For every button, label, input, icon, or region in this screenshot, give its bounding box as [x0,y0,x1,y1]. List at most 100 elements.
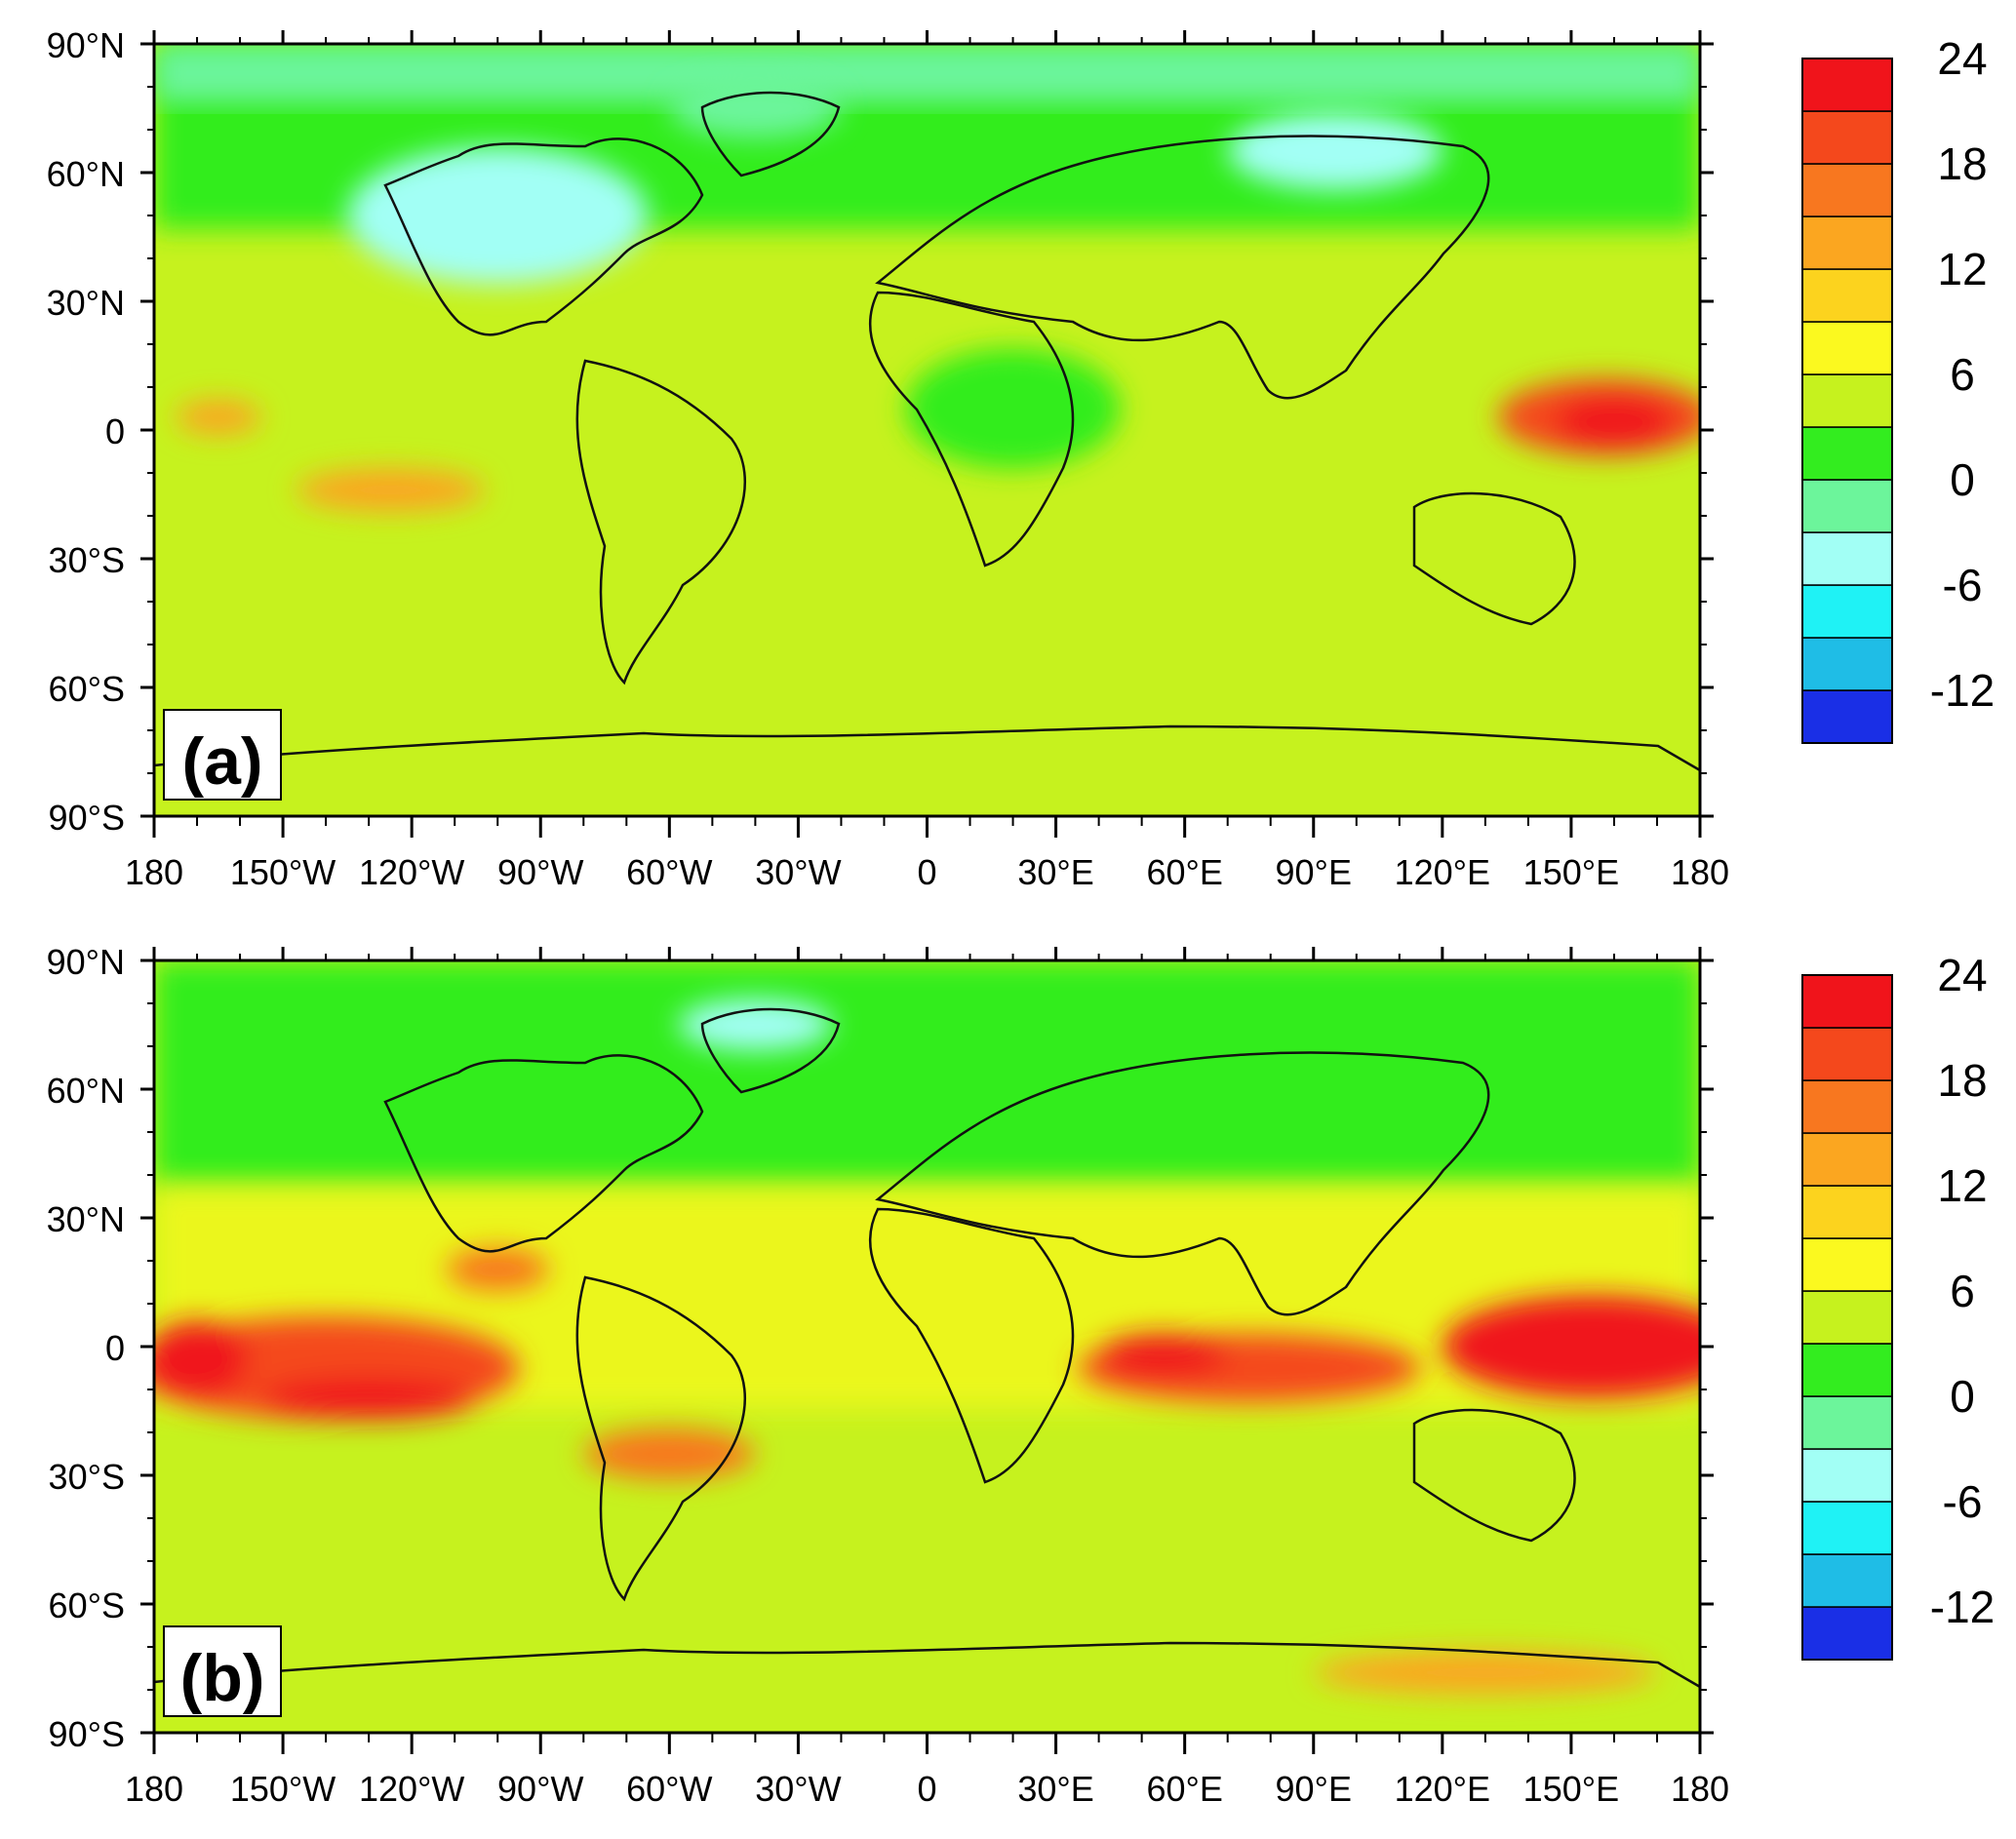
lon-label: 90°W [497,1769,583,1809]
lon-label: 150°W [230,852,336,892]
anomaly-region-b-3 [1442,1295,1700,1398]
colorbar-swatch [1801,1290,1893,1345]
anomaly-region-a-6 [669,78,842,138]
anomaly-region-a-5 [1227,112,1443,190]
anomaly-region-a-1 [1554,395,1675,448]
colorbar-swatch [1801,215,1893,270]
colorbar-swatch [1801,1132,1893,1187]
colorbar-tick-label: 0 [1950,1371,1975,1422]
colorbar-swatch [1801,974,1893,1029]
colorbar-swatch [1801,1237,1893,1292]
lon-label: 90°W [497,852,583,892]
lat-label: 30°S [49,540,125,580]
lat-label: 30°N [47,1199,125,1239]
lon-label: 60°W [626,1769,712,1809]
anomaly-region-b-6 [446,1247,550,1291]
coastlines-a [154,91,1700,816]
map-field-a [154,44,1700,816]
coastlines-b [154,1007,1700,1733]
colorbar-swatch [1801,58,1893,112]
colorbar-swatch [1801,1501,1893,1555]
colorbar-swatch [1801,1606,1893,1661]
anomaly-region-a-3 [176,400,262,435]
colorbar-swatch [1801,1553,1893,1608]
colorbar-swatch [1801,163,1893,217]
lon-label: 120°E [1395,852,1490,892]
lat-label: 30°N [47,283,125,323]
lat-label: 90°N [47,942,125,982]
lat-label: 90°N [47,25,125,65]
colorbar-tick-label: 6 [1950,1266,1975,1316]
colorbar-tick-label: 24 [1937,950,1987,1000]
colorbar-tick-label: 24 [1937,33,1987,84]
colorbar-swatch [1801,479,1893,533]
colorbar-swatch [1801,321,1893,375]
colorbar-swatch [1801,1448,1893,1503]
colorbar-swatch [1801,531,1893,586]
colorbar-swatch [1801,1079,1893,1134]
anomaly-region-b-1 [261,1376,477,1420]
lon-label: 150°W [230,1769,336,1809]
lat-label: 60°S [49,1585,125,1625]
colorbar-tick-label: 0 [1950,454,1975,505]
panel-label-box-a [163,709,282,801]
lon-label: 90°E [1276,1769,1352,1809]
colorbar-a: -12 -6 0 6 12 18 24 [1801,33,1995,744]
lat-ticks-a: 90°N 60°N 30°N 0 30°S 60°S 90°S [47,25,1714,838]
lon-label: 0 [917,1769,936,1809]
colorbar-b: -12 -6 0 6 12 18 24 [1801,950,1995,1661]
anomaly-region-a-7 [905,348,1121,469]
lat-label: 60°N [47,154,125,194]
colorbar-frame [1801,974,1893,1661]
colorbar-swatch [1801,584,1893,639]
panel-label-a: (a) [181,724,262,799]
lat-label: 60°S [49,669,125,709]
lon-label: 30°E [1017,1769,1093,1809]
colorbar-swatch [1801,689,1893,744]
lon-label: 90°E [1276,852,1352,892]
colorbar-swatch [1801,426,1893,481]
lat-label: 90°S [49,1714,125,1754]
colorbar-tick-label: 6 [1950,349,1975,400]
colorbar-swatch [1801,1343,1893,1397]
colorbar-swatch [1801,1027,1893,1081]
lon-label: 150°E [1523,852,1619,892]
colorbar-swatch [1801,1395,1893,1450]
colorbar-tick-label: -12 [1930,1582,1995,1632]
lat-label: 30°S [49,1457,125,1497]
lon-label: 60°E [1146,1769,1222,1809]
anomaly-region-b-8 [678,998,833,1051]
colorbar-swatch [1801,110,1893,165]
lat-label: 0 [105,1328,125,1368]
colorbar-swatch [1801,1185,1893,1239]
lon-label: 120°E [1395,1769,1490,1809]
anomaly-region-b-9 [583,1428,756,1480]
panel-label-b: (b) [180,1641,265,1715]
colorbar-tick-label: 18 [1937,1055,1987,1106]
lon-label: 180 [125,852,183,892]
lon-label: 60°W [626,852,712,892]
lon-label: 30°W [755,852,841,892]
colorbar-tick-label: 18 [1937,138,1987,189]
colorbar-swatch [1801,268,1893,323]
colorbar-swatch [1801,637,1893,691]
lon-label: 30°E [1017,852,1093,892]
panel-label-box-b [163,1625,282,1717]
colorbar-frame [1801,58,1893,744]
colorbar-tick-label: 12 [1937,244,1987,294]
lon-label: 180 [125,1769,183,1809]
anomaly-region-b-2 [154,1320,249,1398]
lon-label: 0 [917,852,936,892]
anomaly-region-b-5 [1098,1333,1228,1377]
lon-label: 180 [1671,1769,1729,1809]
lat-label: 0 [105,411,125,451]
lon-label: 60°E [1146,852,1222,892]
lon-ticks-b: 180 150°W 120°W 90°W 60°W 30°W 0 30°E 60°E 90°E 12… [125,947,1729,1809]
lon-ticks-a: 180 150°W 120°W 90°W 60°W 30°W 0 30°E 60°E 90°E 12… [125,30,1729,892]
lat-ticks-b: 90°N 60°N 30°N 0 30°S 60°S 90°S [47,942,1714,1754]
lon-label: 30°W [755,1769,841,1809]
anomaly-region-b-7 [1313,1651,1657,1695]
